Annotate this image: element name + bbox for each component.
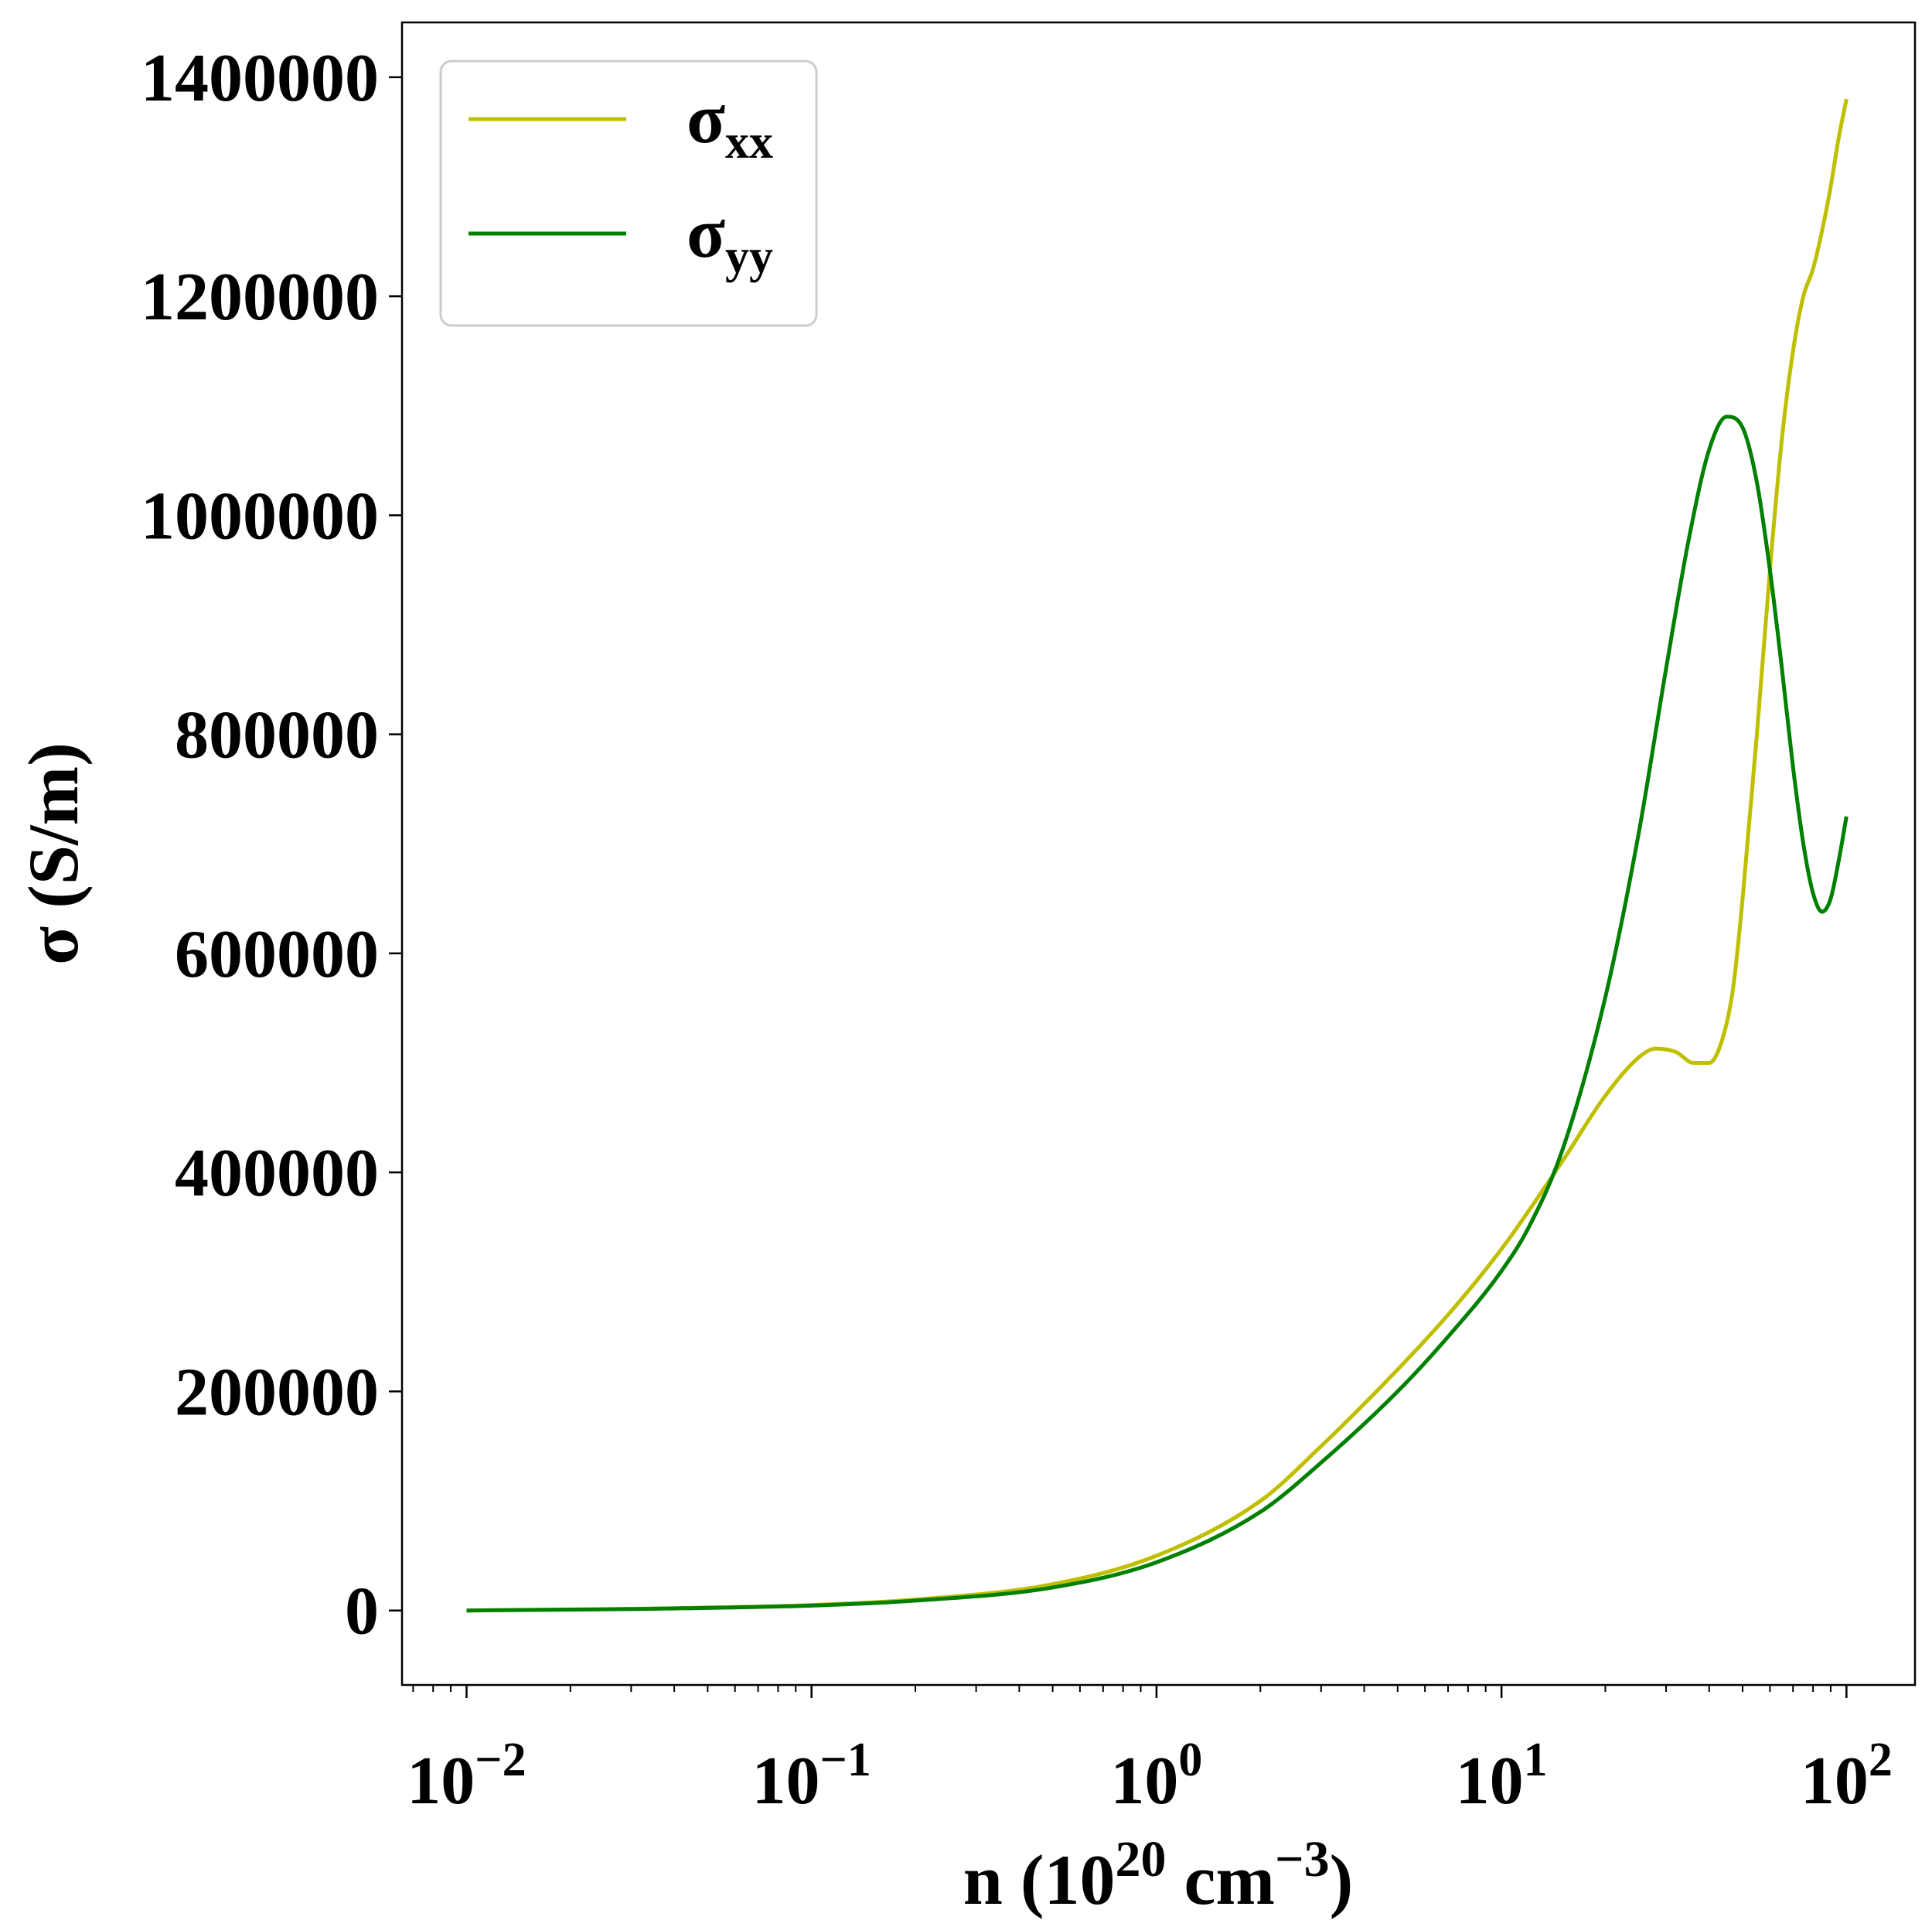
- x-tick-label-0: 10−2: [407, 1734, 526, 1819]
- legend-label-sigma-xx: σxx: [687, 79, 773, 169]
- series-line-sigma-yy: [466, 414, 1849, 1613]
- y-tick-label-0: 0: [345, 1574, 379, 1649]
- series-line-sigma-xx: [466, 98, 1849, 1613]
- x-axis-label: n (1020 cm−3): [963, 1831, 1354, 1919]
- legend-frame: [439, 60, 818, 327]
- plot-frame: [400, 21, 1917, 1687]
- x-tick-label-3: 101: [1456, 1734, 1548, 1819]
- y-tick-label-7: 1400000: [141, 41, 379, 116]
- legend-label-sigma-yy: σyy: [687, 193, 773, 283]
- y-tick-label-2: 400000: [175, 1136, 379, 1211]
- y-tick-label-3: 600000: [175, 917, 379, 992]
- x-tick-label-2: 100: [1110, 1734, 1202, 1819]
- y-axis-label: σ (S/m): [14, 742, 93, 965]
- x-tick-label-4: 102: [1801, 1734, 1893, 1819]
- y-tick-label-4: 800000: [175, 698, 379, 773]
- series-layer: [466, 98, 1849, 1613]
- y-tick-label-5: 1000000: [141, 479, 379, 554]
- x-axis: 10−2 10−1 100 101 102: [407, 1685, 1893, 1819]
- x-tick-label-1: 10−1: [752, 1734, 871, 1819]
- y-axis: 0 200000 400000 600000 800000 1000000 1200000 1…: [141, 41, 402, 1649]
- y-tick-label-6: 1200000: [141, 260, 379, 335]
- legend: σxx σyy: [439, 60, 818, 327]
- y-tick-label-1: 200000: [175, 1355, 379, 1430]
